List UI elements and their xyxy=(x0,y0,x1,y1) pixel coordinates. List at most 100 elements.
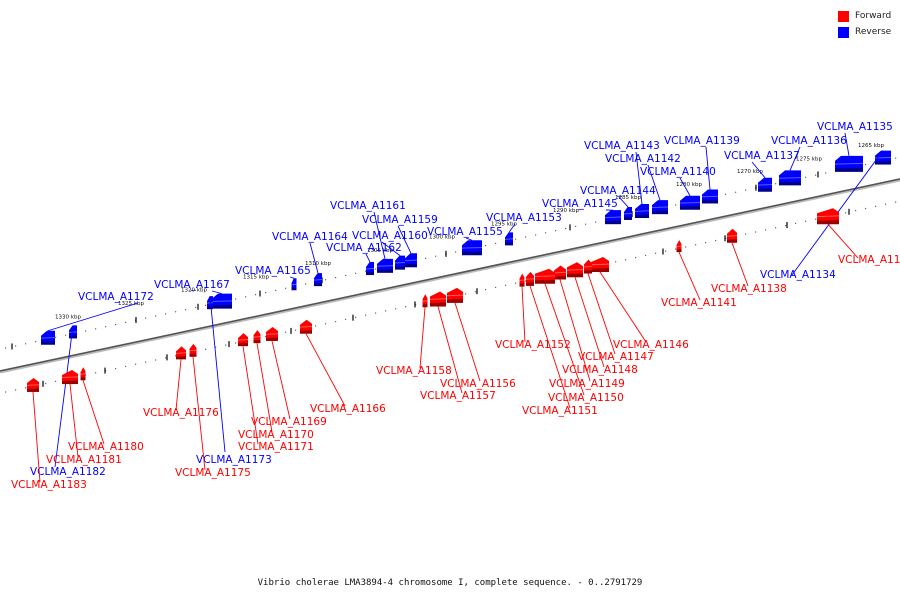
gene-label[interactable]: VCLMA_A1133 xyxy=(838,254,900,266)
gene-label[interactable]: VCLMA_A1150 xyxy=(548,392,624,404)
gene-label[interactable]: VCLMA_A1171 xyxy=(238,441,314,453)
gene-label[interactable]: VCLMA_A1152 xyxy=(495,339,571,351)
gene-label[interactable]: VCLMA_A1166 xyxy=(310,403,386,415)
gene-leader-line xyxy=(366,254,370,262)
track-dot xyxy=(325,323,326,324)
track-dot xyxy=(515,283,516,284)
gene-leader-line xyxy=(732,243,748,286)
gene-glyph-highlight xyxy=(624,213,632,214)
gene-label[interactable]: VCLMA_A1161 xyxy=(330,200,406,212)
gene-label[interactable]: VCLMA_A1143 xyxy=(584,140,660,152)
gene-vclma-a1133[interactable]: VCLMA_A1133 xyxy=(817,208,900,266)
gene-glyph-highlight xyxy=(817,216,839,217)
gene-glyph-highlight xyxy=(727,236,737,237)
gene-label[interactable]: VCLMA_A1172 xyxy=(78,291,154,303)
gene-glyph xyxy=(292,278,297,288)
gene-glyph-highlight xyxy=(190,350,197,351)
gene-vclma-a1166[interactable]: VCLMA_A1166 xyxy=(300,320,386,415)
legend-reverse: Reverse xyxy=(838,24,891,40)
track-dot xyxy=(125,366,126,367)
gene-label[interactable]: VCLMA_A1160 xyxy=(352,230,428,242)
gene-vclma-a1167[interactable]: VCLMA_A1167 xyxy=(154,279,232,309)
track-dot xyxy=(725,194,726,195)
gene-vclma-a1138[interactable]: VCLMA_A1138 xyxy=(711,229,787,295)
track-dot xyxy=(895,158,896,159)
gene-label[interactable]: VCLMA_A1181 xyxy=(46,454,122,466)
gene-vclma-a1176[interactable]: VCLMA_A1176 xyxy=(143,346,219,419)
gene-label[interactable]: VCLMA_A1134 xyxy=(760,269,836,281)
gene-glyph-highlight xyxy=(520,280,525,281)
gene-label[interactable]: VCLMA_A1180 xyxy=(68,441,144,453)
track-dot xyxy=(585,224,586,225)
gene-label[interactable]: VCLMA_A1151 xyxy=(522,405,598,417)
gene-label[interactable]: VCLMA_A1158 xyxy=(376,365,452,377)
gene-label[interactable]: VCLMA_A1153 xyxy=(486,212,562,224)
track-dot xyxy=(665,251,666,252)
track-dot xyxy=(545,232,546,233)
gene-label[interactable]: VCLMA_A1182 xyxy=(30,466,106,478)
gene-glyph-highlight xyxy=(41,338,55,339)
track-dot xyxy=(745,190,746,191)
reverse-swatch xyxy=(838,27,849,38)
gene-label[interactable]: VCLMA_A1176 xyxy=(143,407,219,419)
gene-glyph-highlight xyxy=(505,239,513,240)
track-dot xyxy=(115,324,116,325)
gene-vclma-a1158[interactable]: VCLMA_A1158 xyxy=(376,294,452,377)
gene-glyph-highlight xyxy=(758,185,772,186)
track-dot xyxy=(635,257,636,258)
gene-label[interactable]: VCLMA_A1138 xyxy=(711,283,787,295)
track-dot xyxy=(485,289,486,290)
gene-label[interactable]: VCLMA_A1139 xyxy=(664,135,740,147)
track-dot xyxy=(815,219,816,220)
gene-vclma-a1141[interactable]: VCLMA_A1141 xyxy=(661,240,737,309)
legend-forward: Forward xyxy=(838,8,891,24)
gene-glyph xyxy=(81,367,86,377)
track-dot xyxy=(735,192,736,193)
gene-glyph xyxy=(300,320,312,331)
track-dot xyxy=(455,251,456,252)
gene-label[interactable]: VCLMA_A1146 xyxy=(613,339,689,351)
gene-glyph-highlight xyxy=(207,303,213,304)
gene-label[interactable]: VCLMA_A1170 xyxy=(238,429,314,441)
track-dot xyxy=(335,321,336,322)
track-dot xyxy=(555,230,556,231)
track-dot xyxy=(145,362,146,363)
gene-label[interactable]: VCLMA_A1164 xyxy=(272,231,348,243)
gene-label[interactable]: VCLMA_A1175 xyxy=(175,467,251,479)
track-dot xyxy=(885,204,886,205)
gene-label[interactable]: VCLMA_A1167 xyxy=(154,279,230,291)
gene-label[interactable]: VCLMA_A1142 xyxy=(605,153,681,165)
track-dot xyxy=(245,296,246,297)
gene-label[interactable]: VCLMA_A1156 xyxy=(440,378,516,390)
gene-glyph xyxy=(377,259,393,270)
gene-vclma-a1180[interactable]: VCLMA_A1180 xyxy=(68,367,144,453)
gene-label[interactable]: VCLMA_A1137 xyxy=(724,150,800,162)
track-dot xyxy=(775,183,776,184)
track-dot xyxy=(155,359,156,360)
gene-label[interactable]: VCLMA_A1147 xyxy=(578,351,654,363)
gene-label[interactable]: VCLMA_A1141 xyxy=(661,297,737,309)
gene-label[interactable]: VCLMA_A1155 xyxy=(427,226,503,238)
gene-label[interactable]: VCLMA_A1169 xyxy=(251,416,327,428)
gene-leader-line xyxy=(212,291,222,294)
track-dot xyxy=(105,326,106,327)
gene-label[interactable]: VCLMA_A1157 xyxy=(420,390,496,402)
gene-label[interactable]: VCLMA_A1145 xyxy=(542,198,618,210)
gene-glyph xyxy=(702,189,718,200)
gene-label[interactable]: VCLMA_A1136 xyxy=(771,135,847,147)
gene-vclma-a1164[interactable]: VCLMA_A1164 xyxy=(272,231,348,286)
gene-label[interactable]: VCLMA_A1159 xyxy=(362,214,438,226)
gene-glyph xyxy=(212,294,232,306)
gene-label[interactable]: VCLMA_A1135 xyxy=(817,121,893,133)
gene-label[interactable]: VCLMA_A1162 xyxy=(326,242,402,254)
gene-leader-line xyxy=(466,238,472,240)
gene-glyph xyxy=(835,156,863,169)
gene-glyph xyxy=(554,265,566,276)
gene-label[interactable]: VCLMA_A1173 xyxy=(196,454,272,466)
gene-label[interactable]: VCLMA_A1183 xyxy=(11,479,87,491)
gene-leader-line xyxy=(420,307,425,368)
gene-label[interactable]: VCLMA_A1165 xyxy=(235,265,311,277)
track-dot xyxy=(505,285,506,286)
gene-label[interactable]: VCLMA_A1144 xyxy=(580,185,656,197)
track-dot xyxy=(355,317,356,318)
